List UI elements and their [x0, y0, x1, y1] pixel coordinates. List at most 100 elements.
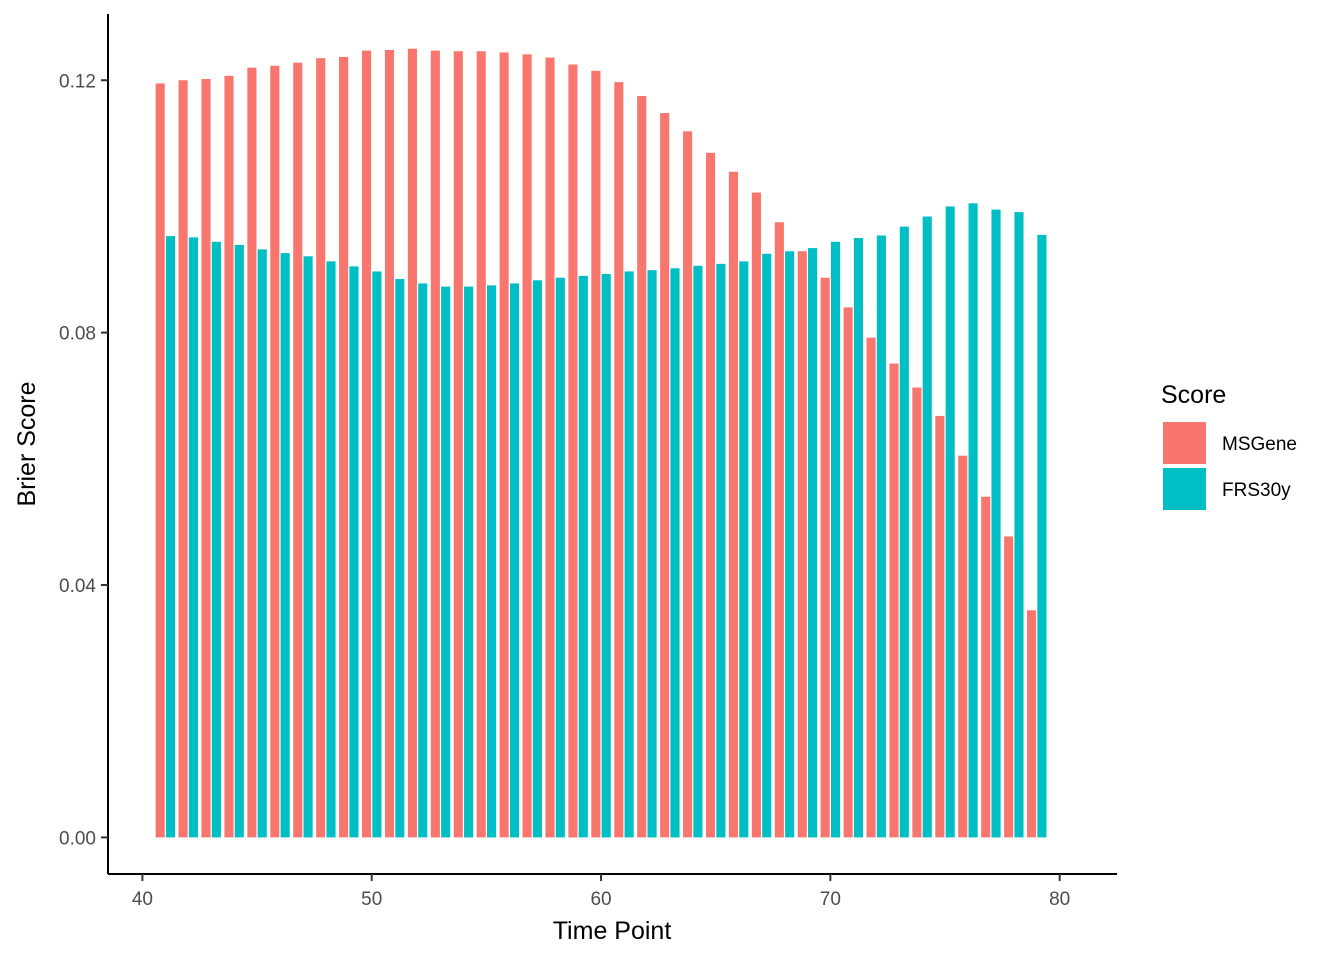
bar-frs30y-47	[303, 256, 313, 838]
bar-msgene-61	[614, 82, 624, 838]
x-tick-label: 40	[132, 889, 153, 910]
y-ticks: 0.00 0.04 0.08 0.12	[59, 71, 108, 849]
bar-msgene-76	[958, 455, 968, 838]
legend-key-frs30y	[1163, 468, 1206, 510]
y-axis-title: Brier Score	[13, 381, 41, 506]
axes-layer	[107, 14, 1117, 875]
bar-msgene-65	[705, 152, 716, 838]
bar-frs30y-49	[349, 266, 359, 838]
bar-msgene-62	[637, 96, 647, 838]
bar-frs30y-76	[968, 203, 978, 838]
bar-frs30y-74	[922, 216, 932, 838]
bar-frs30y-62	[647, 270, 657, 838]
y-tick-label: 0.08	[59, 324, 96, 345]
bar-msgene-55	[476, 51, 486, 838]
bar-msgene-50	[362, 50, 372, 838]
legend-label-msgene: MSGene	[1222, 434, 1297, 455]
bar-frs30y-48	[326, 261, 336, 838]
bar-frs30y-78	[1014, 212, 1024, 838]
bar-frs30y-68	[785, 251, 795, 838]
x-axis-title: Time Point	[553, 917, 672, 945]
bar-frs30y-57	[532, 280, 542, 838]
bar-frs30y-75	[945, 206, 955, 838]
bar-frs30y-45	[257, 249, 267, 838]
bar-frs30y-41	[165, 236, 176, 838]
bar-msgene-45	[247, 67, 257, 838]
bar-frs30y-69	[808, 248, 818, 838]
x-tick-label: 70	[820, 889, 841, 910]
bar-frs30y-51	[395, 279, 405, 838]
bar-frs30y-44	[234, 244, 244, 838]
y-tick-label: 0.04	[59, 576, 96, 597]
bar-msgene-77	[981, 496, 991, 838]
bar-msgene-42	[178, 80, 188, 838]
bar-msgene-70	[820, 277, 830, 838]
bar-frs30y-58	[555, 277, 565, 838]
x-tick-label: 50	[361, 889, 382, 910]
x-tick-label: 80	[1049, 889, 1070, 910]
bar-msgene-69	[797, 251, 807, 838]
bar-msgene-71	[843, 307, 853, 838]
bar-msgene-78	[1004, 536, 1014, 838]
legend-label-frs30y: FRS30y	[1222, 480, 1291, 501]
bar-frs30y-55	[486, 285, 497, 838]
bar-msgene-52	[407, 48, 417, 838]
x-ticks: 40 50 60 70 80	[132, 874, 1070, 910]
bar-frs30y-63	[670, 268, 680, 838]
bar-frs30y-42	[188, 237, 198, 838]
bar-msgene-63	[660, 113, 670, 838]
bar-msgene-75	[935, 415, 945, 838]
bar-msgene-53	[430, 50, 440, 838]
bars-layer	[155, 48, 1047, 838]
bar-frs30y-61	[624, 271, 634, 838]
y-tick-label: 0.00	[59, 828, 96, 849]
bar-msgene-56	[499, 52, 509, 838]
bar-frs30y-52	[418, 283, 428, 838]
bar-msgene-57	[522, 54, 532, 838]
bar-frs30y-79	[1037, 234, 1047, 838]
bar-msgene-64	[683, 131, 693, 838]
bar-msgene-72	[866, 337, 876, 838]
bar-msgene-66	[728, 171, 739, 838]
bar-frs30y-53	[441, 286, 451, 838]
bar-frs30y-71	[853, 237, 863, 838]
bar-msgene-43	[201, 78, 211, 838]
bar-frs30y-59	[578, 275, 588, 838]
bar-frs30y-77	[991, 209, 1001, 838]
legend-title: Score	[1161, 381, 1226, 409]
bar-frs30y-66	[739, 261, 749, 838]
bar-msgene-46	[270, 65, 280, 838]
legend-items: MSGene FRS30y	[1163, 422, 1297, 510]
bar-msgene-74	[912, 387, 922, 838]
bar-msgene-48	[316, 58, 326, 838]
bar-msgene-41	[155, 83, 165, 838]
bar-frs30y-43	[211, 241, 221, 838]
bar-msgene-60	[591, 70, 601, 838]
bar-frs30y-72	[876, 235, 886, 838]
bar-msgene-79	[1027, 610, 1037, 838]
bar-msgene-47	[293, 62, 303, 838]
bar-frs30y-54	[464, 286, 474, 838]
bar-frs30y-73	[899, 226, 909, 838]
bar-frs30y-60	[601, 273, 611, 838]
bar-msgene-73	[889, 363, 899, 838]
bar-msgene-59	[568, 64, 578, 838]
y-tick-label: 0.12	[59, 71, 96, 92]
bar-frs30y-50	[372, 271, 382, 838]
legend: Score MSGene FRS30y	[1161, 381, 1297, 510]
bar-msgene-68	[774, 222, 784, 838]
legend-key-msgene	[1163, 422, 1206, 464]
bar-msgene-49	[339, 56, 349, 838]
bar-msgene-51	[384, 49, 395, 838]
bar-msgene-58	[545, 57, 555, 838]
bar-msgene-44	[224, 75, 234, 838]
bar-frs30y-56	[509, 283, 520, 838]
bar-frs30y-65	[716, 263, 726, 838]
bar-frs30y-64	[693, 265, 703, 838]
bar-msgene-67	[751, 192, 761, 838]
bar-frs30y-70	[830, 241, 841, 838]
bar-frs30y-67	[762, 253, 772, 838]
bar-frs30y-46	[280, 253, 290, 838]
